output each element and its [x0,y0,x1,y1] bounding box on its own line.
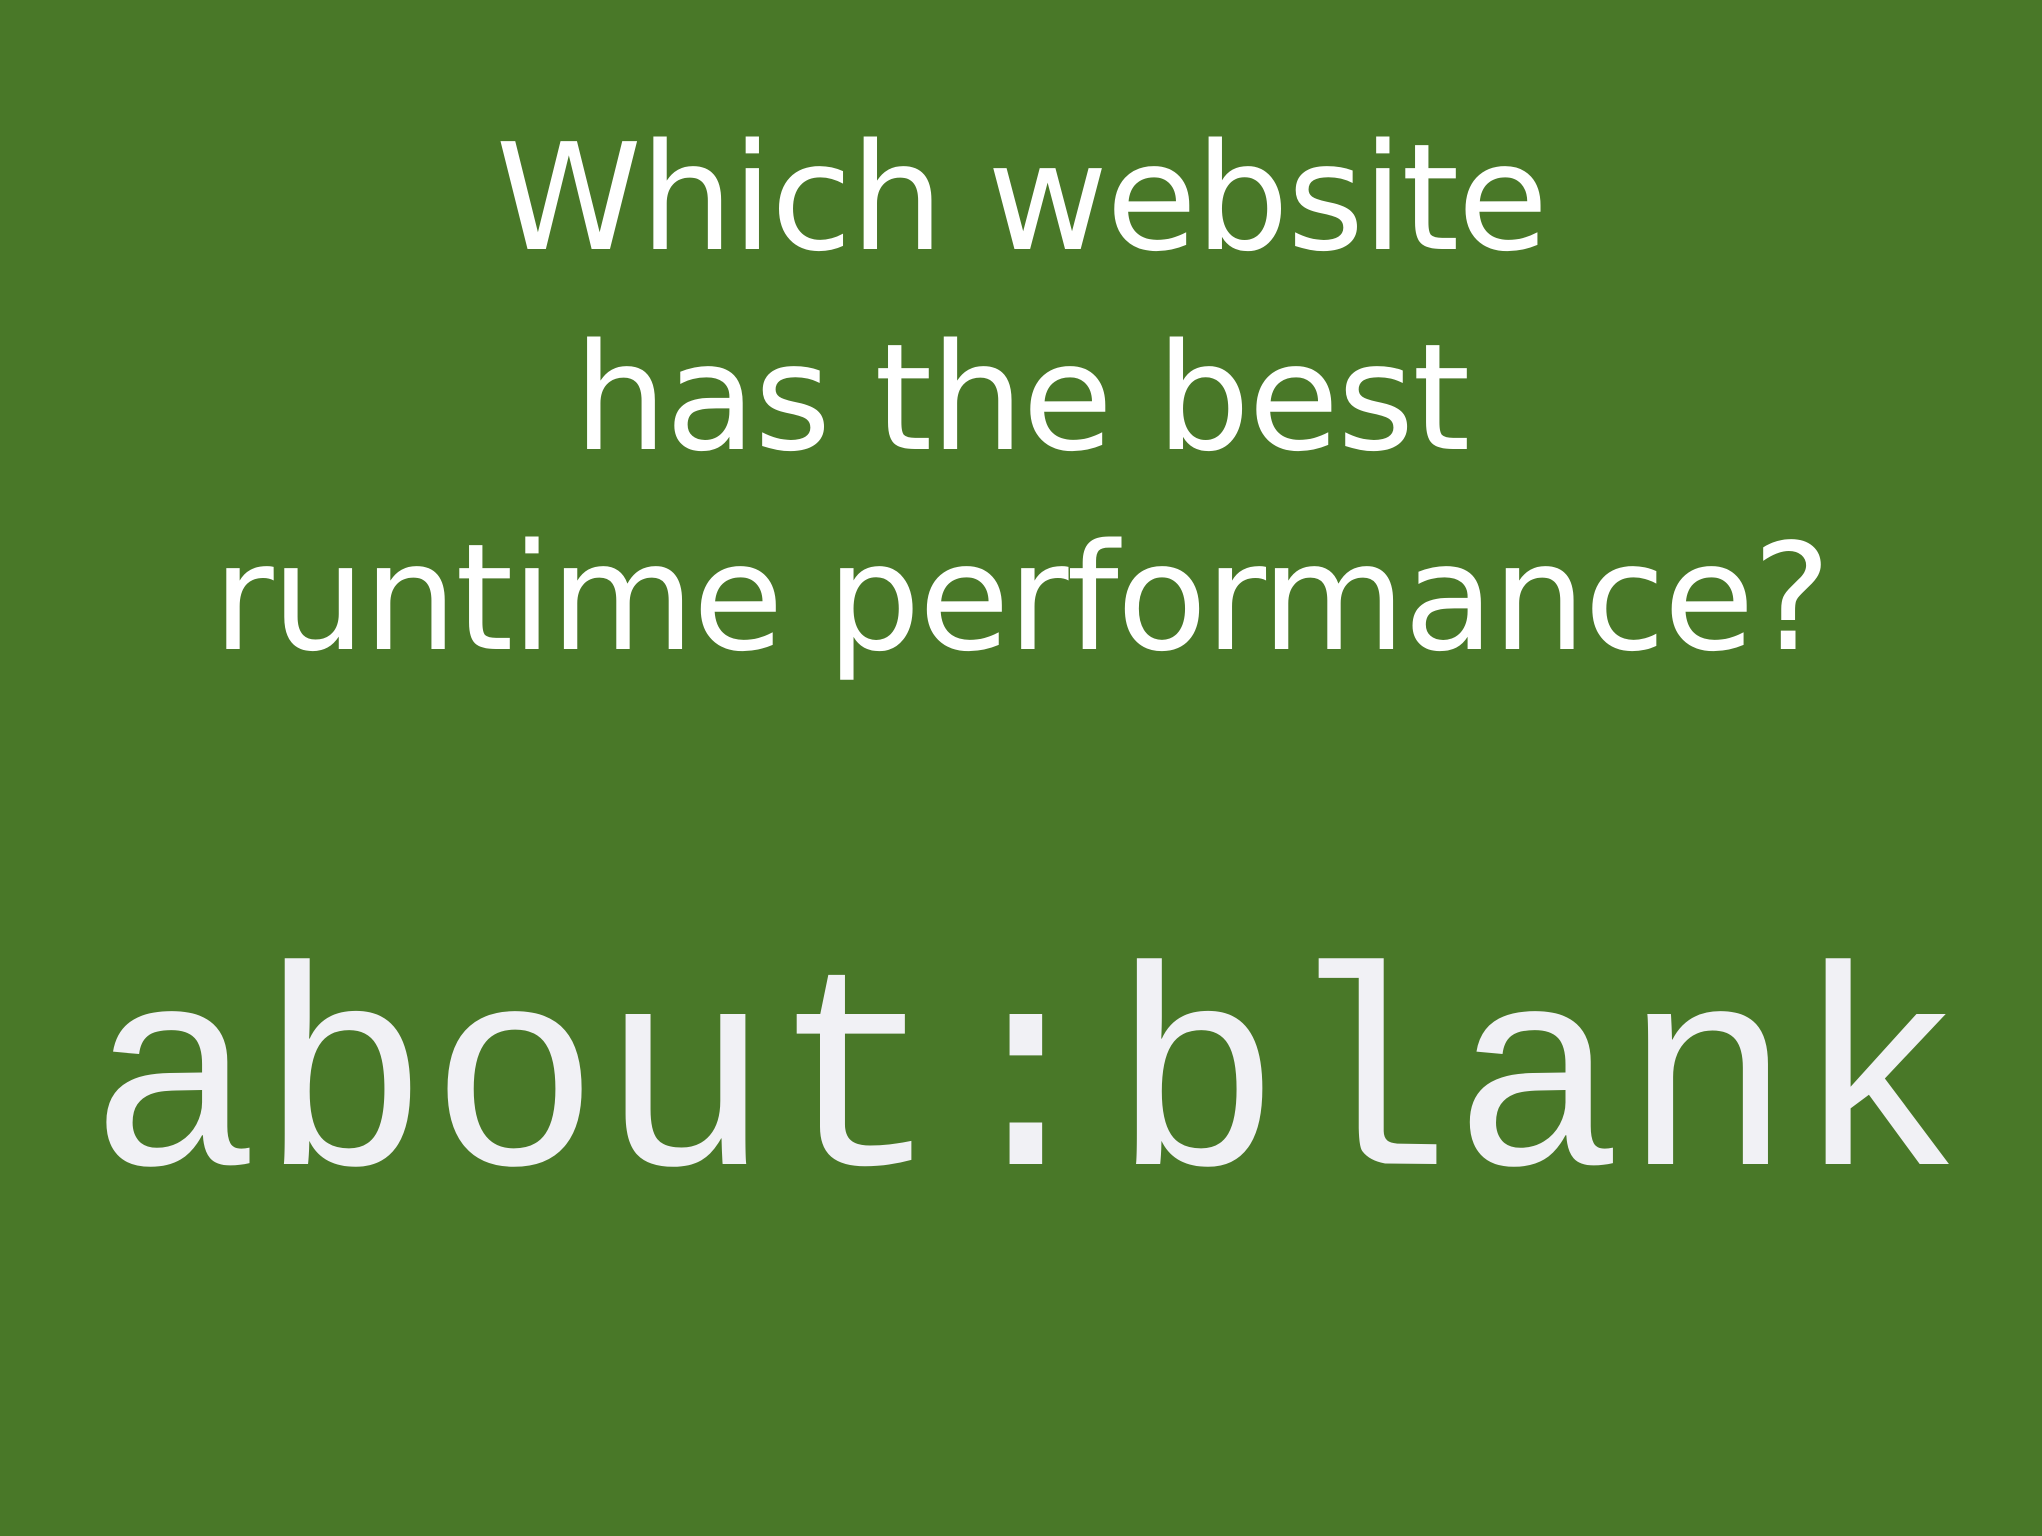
question-line-2: has the best [573,312,1471,484]
answer-text: about:blank [88,929,1964,1250]
question-line-1: Which website [495,112,1549,284]
question-heading: Which website has the best runtime perfo… [0,98,2042,698]
question-line-3: runtime performance? [212,512,1831,684]
